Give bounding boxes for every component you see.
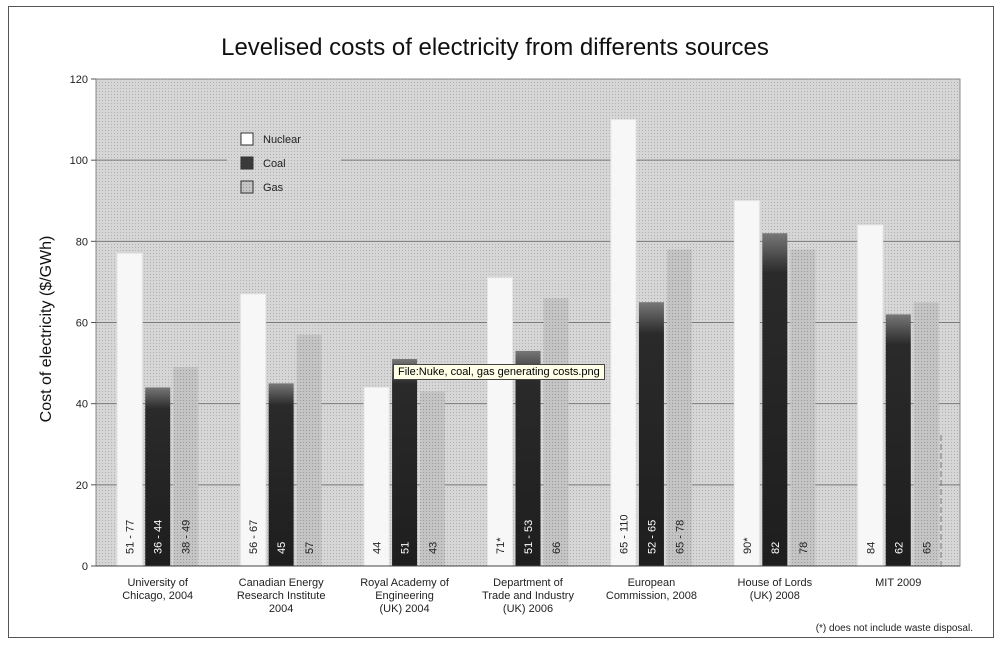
- y-tick-label: 20: [76, 480, 88, 492]
- data-label: 65 - 78: [674, 520, 686, 554]
- y-tick-label: 60: [76, 318, 88, 330]
- legend-swatch-nuclear: [241, 133, 253, 145]
- data-label: 57: [304, 542, 316, 554]
- data-label: 52 - 65: [646, 520, 658, 554]
- data-label: 44: [372, 542, 384, 554]
- legend: Nuclear Coal Gas: [227, 121, 341, 203]
- bar-gas: [790, 249, 815, 566]
- bar-nuclear: [858, 225, 883, 566]
- chart: Levelised costs of electricity from diff…: [9, 7, 995, 639]
- bar-gas: [667, 249, 692, 566]
- bar-coal: [392, 359, 417, 566]
- y-axis-ticks: 0 20 40 60 80 100 120: [70, 74, 96, 573]
- legend-label-nuclear: Nuclear: [263, 134, 301, 146]
- category-label: University of Chicago, 2004: [122, 577, 193, 602]
- footnote: (*) does not include waste disposal.: [816, 623, 973, 634]
- data-label: 38 - 49: [181, 520, 193, 554]
- data-label: 90*: [742, 537, 754, 554]
- bar-coal: [762, 233, 787, 566]
- data-label: 65 - 110: [618, 514, 630, 554]
- data-label: 66: [551, 542, 563, 554]
- y-tick-label: 0: [82, 561, 88, 573]
- data-label: 36 - 44: [153, 520, 165, 554]
- data-label: 45: [276, 542, 288, 554]
- legend-swatch-coal: [241, 157, 253, 169]
- bar-nuclear: [611, 120, 636, 566]
- bar-nuclear: [488, 278, 513, 566]
- category-label: Department of Trade and Industry (UK) 2006: [482, 577, 574, 615]
- category-label: MIT 2009: [875, 577, 921, 589]
- category-label: European Commission, 2008: [606, 577, 697, 602]
- bar-gas: [297, 335, 322, 566]
- data-label: 78: [798, 542, 810, 554]
- bar-nuclear: [364, 387, 389, 566]
- bar-gas: [914, 302, 939, 566]
- legend-label-gas: Gas: [263, 182, 284, 194]
- category-label: House of Lords (UK) 2008: [738, 577, 813, 602]
- bar-gas: [544, 298, 569, 566]
- data-label: 56 - 67: [248, 520, 260, 554]
- chart-frame: Levelised costs of electricity from diff…: [8, 6, 994, 638]
- bar-nuclear: [734, 201, 759, 566]
- category-label: Royal Academy of Engineering (UK) 2004: [360, 577, 450, 615]
- bar-gas: [420, 391, 445, 566]
- category-label: Canadian Energy Research Institute 2004: [237, 577, 326, 615]
- data-label: 51: [400, 542, 412, 554]
- data-label: 65: [921, 542, 933, 554]
- x-axis-categories: University of Chicago, 2004 Canadian Energ…: [122, 577, 921, 615]
- bar-coal: [886, 314, 911, 566]
- data-label: 62: [893, 542, 905, 554]
- y-tick-label: 120: [70, 74, 88, 86]
- data-label: 51 - 77: [125, 520, 137, 554]
- y-tick-label: 100: [70, 155, 88, 167]
- y-tick-label: 80: [76, 236, 88, 248]
- data-label: 51 - 53: [523, 520, 535, 554]
- data-label: 71*: [495, 537, 507, 554]
- data-label: 82: [770, 542, 782, 554]
- data-label: 43: [428, 542, 440, 554]
- chart-title: Levelised costs of electricity from diff…: [221, 34, 769, 61]
- y-axis-label: Cost of electricity ($/GWh): [38, 236, 55, 423]
- data-label: 84: [865, 542, 877, 554]
- legend-label-coal: Coal: [263, 158, 286, 170]
- legend-swatch-gas: [241, 181, 253, 193]
- y-tick-label: 40: [76, 399, 88, 411]
- file-tooltip: File:Nuke, coal, gas generating costs.pn…: [393, 364, 605, 380]
- bar-coal: [269, 383, 294, 566]
- bar-nuclear: [117, 254, 142, 566]
